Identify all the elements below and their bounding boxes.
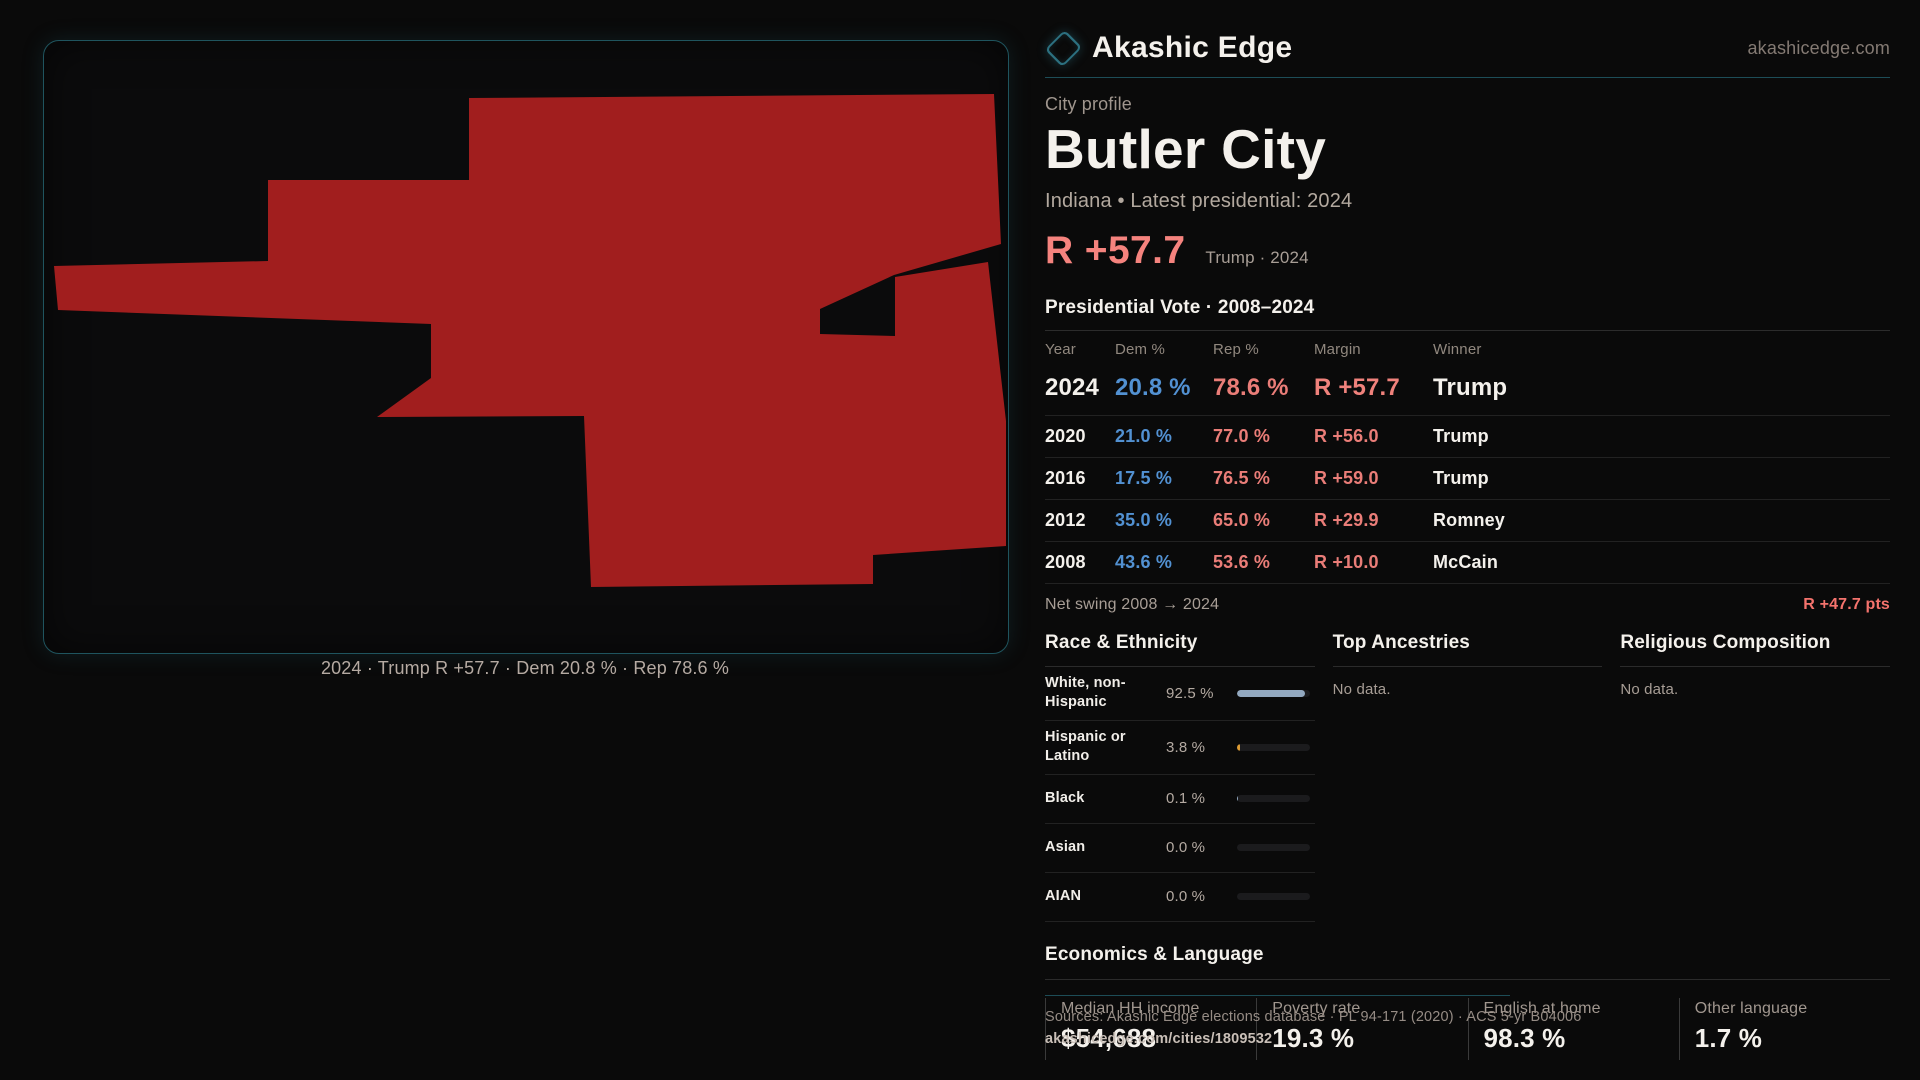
row-margin: R +10.0 [1314,551,1379,572]
row-winner: Trump [1433,425,1489,446]
net-swing-label: Net swing 2008 → 2024 [1045,595,1220,613]
race-section-title: Race & Ethnicity [1045,632,1315,667]
row-winner: Romney [1433,509,1505,530]
vote-table-title: Presidential Vote · 2008–2024 [1045,296,1315,318]
brand-domain-link[interactable]: akashicedge.com [1747,37,1890,58]
ancestries-section-title: Top Ancestries [1332,632,1603,667]
row-dem: 20.8 % [1115,373,1191,401]
stat-poverty-rate: Poverty rate 19.3 % [1256,997,1467,1060]
page-title: Butler City [1045,118,1327,180]
demographics-columns: Race & Ethnicity White, non-Hispanic 92.… [1045,632,1890,922]
row-margin: R +57.7 [1314,373,1400,401]
footer-divider [1045,995,1510,996]
race-bar [1237,844,1310,852]
diamond-logo-icon [1044,29,1083,67]
city-boundary-shape [54,94,1006,587]
list-item: White, non-Hispanic 92.5 % [1045,667,1315,721]
race-bar [1237,689,1310,697]
religion-empty: No data. [1620,680,1679,698]
sources-line: Sources: Akashic Edge elections database… [1045,1009,1582,1025]
city-map-panel [43,40,1009,654]
row-rep: 65.0 % [1213,509,1270,530]
row-dem: 35.0 % [1115,509,1172,530]
list-item: AIAN 0.0 % [1045,873,1315,922]
row-year: 2012 [1045,509,1086,530]
list-item: Hispanic or Latino 3.8 % [1045,721,1315,775]
report-panel: Akashic Edge akashicedge.com City profil… [1044,26,1890,1060]
table-row: 2016 17.5 % 76.5 % R +59.0 Trump [1045,456,1890,499]
net-swing-row: Net swing 2008 → 2024 R +47.7 pts [1045,582,1890,624]
stat-other-language: Other language 1.7 % [1678,997,1890,1060]
footer: Sources: Akashic Edge elections database… [1045,995,1890,1047]
row-rep: 77.0 % [1213,425,1270,446]
stat-english-at-home: English at home 98.3 % [1467,997,1679,1060]
header-divider [1045,77,1890,78]
table-row: 2012 35.0 % 65.0 % R +29.9 Romney [1045,498,1890,541]
row-dem: 21.0 % [1115,425,1172,446]
margin-context: Trump · 2024 [1205,247,1309,267]
col-year: Year [1045,340,1076,358]
stat-median-income: Median HH income $54,688 [1045,997,1256,1060]
map-caption: 2024 · Trump R +57.7 · Dem 20.8 % · Rep … [320,658,730,678]
latest-margin: R +57.7 Trump · 2024 [1045,229,1890,273]
economics-stats: Median HH income $54,688 Poverty rate 19… [1045,997,1890,1060]
table-row: 2024 20.8 % 78.6 % R +57.7 Trump [1045,366,1890,415]
permalink[interactable]: akashicedge.com/cities/1809532 [1045,1031,1273,1047]
row-winner: Trump [1433,467,1489,488]
row-dem: 17.5 % [1115,467,1172,488]
religion-section-title: Religious Composition [1620,632,1890,667]
row-dem: 43.6 % [1115,551,1172,572]
city-map [54,94,1006,587]
row-margin: R +56.0 [1314,425,1379,446]
row-year: 2024 [1045,373,1100,401]
race-bar [1237,743,1310,751]
row-year: 2008 [1045,551,1086,572]
subtitle: Indiana • Latest presidential: 2024 [1045,189,1353,212]
list-item: Asian 0.0 % [1045,824,1315,873]
vote-table-header: Year Dem % Rep % Margin Winner [1045,329,1890,366]
row-rep: 53.6 % [1213,551,1270,572]
table-row: 2008 43.6 % 53.6 % R +10.0 McCain [1045,540,1890,583]
brand-name: Akashic Edge [1092,31,1293,64]
list-item: Black 0.1 % [1045,775,1315,824]
row-rep: 78.6 % [1213,373,1289,401]
col-margin: Margin [1314,340,1361,358]
row-rep: 76.5 % [1213,467,1270,488]
religion-section: Religious Composition No data. [1620,632,1890,922]
economics-section-title: Economics & Language [1045,944,1890,980]
net-swing-value: R +47.7 pts [1803,595,1890,613]
ancestries-empty: No data. [1332,680,1391,698]
col-rep: Rep % [1213,340,1259,358]
brand-header: Akashic Edge akashicedge.com [1044,26,1890,70]
row-winner: Trump [1433,373,1508,401]
ancestries-section: Top Ancestries No data. [1332,632,1603,922]
row-winner: McCain [1433,551,1498,572]
table-row: 2020 21.0 % 77.0 % R +56.0 Trump [1045,414,1890,457]
margin-value: R +57.7 [1045,228,1186,272]
col-dem: Dem % [1115,340,1165,358]
row-margin: R +59.0 [1314,467,1379,488]
kicker: City profile [1045,94,1132,114]
row-year: 2020 [1045,425,1086,446]
race-ethnicity-section: Race & Ethnicity White, non-Hispanic 92.… [1045,632,1315,922]
race-bar [1237,795,1310,803]
col-winner: Winner [1433,340,1482,358]
row-margin: R +29.9 [1314,509,1379,530]
race-bar [1237,893,1310,901]
row-year: 2016 [1045,467,1086,488]
